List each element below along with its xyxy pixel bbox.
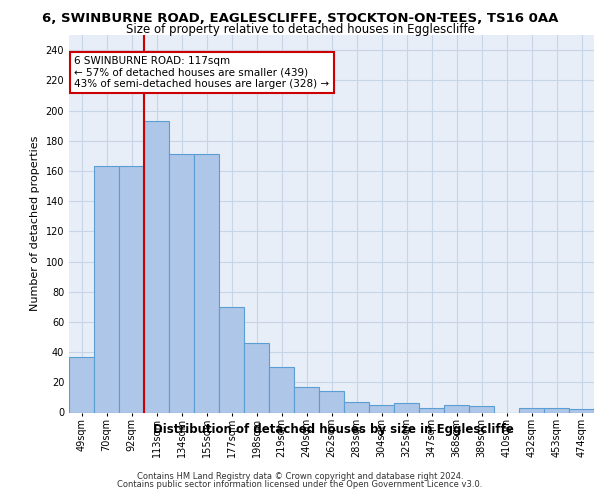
Text: Distribution of detached houses by size in Egglescliffe: Distribution of detached houses by size …	[152, 422, 514, 436]
Bar	[569, 410, 594, 412]
Bar	[94, 166, 119, 412]
Bar	[294, 387, 319, 412]
Text: Contains HM Land Registry data © Crown copyright and database right 2024.: Contains HM Land Registry data © Crown c…	[137, 472, 463, 481]
Y-axis label: Number of detached properties: Number of detached properties	[30, 136, 40, 312]
Bar	[394, 404, 419, 412]
Text: Contains public sector information licensed under the Open Government Licence v3: Contains public sector information licen…	[118, 480, 482, 489]
Bar	[194, 154, 219, 412]
Bar	[69, 356, 94, 412]
Bar	[519, 408, 544, 412]
Bar	[544, 408, 569, 412]
Text: 6 SWINBURNE ROAD: 117sqm
← 57% of detached houses are smaller (439)
43% of semi-: 6 SWINBURNE ROAD: 117sqm ← 57% of detach…	[74, 56, 329, 89]
Bar	[419, 408, 444, 412]
Text: Size of property relative to detached houses in Egglescliffe: Size of property relative to detached ho…	[125, 22, 475, 36]
Bar	[269, 367, 294, 412]
Bar	[144, 121, 169, 412]
Bar	[344, 402, 369, 412]
Bar	[469, 406, 494, 412]
Bar	[219, 307, 244, 412]
Bar	[244, 343, 269, 412]
Bar	[169, 154, 194, 412]
Bar	[119, 166, 144, 412]
Bar	[319, 392, 344, 412]
Text: 6, SWINBURNE ROAD, EAGLESCLIFFE, STOCKTON-ON-TEES, TS16 0AA: 6, SWINBURNE ROAD, EAGLESCLIFFE, STOCKTO…	[42, 12, 558, 26]
Bar	[444, 405, 469, 412]
Bar	[369, 405, 394, 412]
